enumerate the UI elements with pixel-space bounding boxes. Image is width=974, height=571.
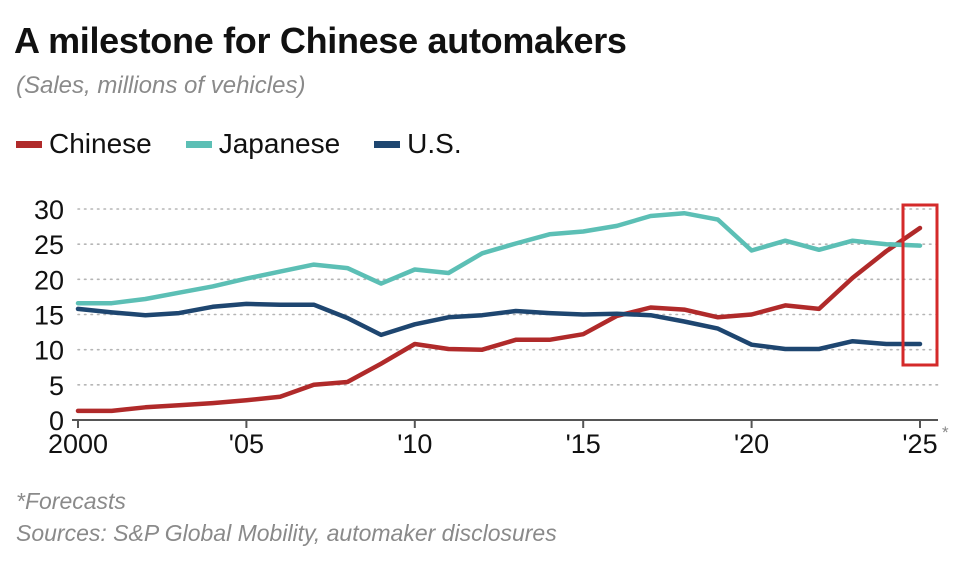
y-tick-label: 0	[49, 406, 64, 436]
legend-item-us: U.S.	[374, 128, 462, 160]
x-tick-label: '20	[734, 429, 769, 459]
footnote-forecast: *Forecasts	[16, 488, 126, 514]
y-tick-label: 15	[34, 301, 64, 331]
legend-label-us: U.S.	[407, 128, 462, 159]
legend: Chinese Japanese U.S.	[16, 128, 496, 160]
chart-title: A milestone for Chinese automakers	[14, 20, 627, 61]
y-tick-label: 25	[34, 230, 64, 260]
x-tick-forecast-mark: *	[942, 423, 949, 442]
legend-label-japanese: Japanese	[218, 128, 341, 159]
x-tick-label: '15	[566, 429, 601, 459]
y-tick-label: 30	[34, 195, 64, 225]
x-tick-label: '05	[229, 429, 264, 459]
y-tick-label: 10	[34, 336, 64, 366]
series-line-chinese	[75, 225, 923, 414]
legend-swatch-japanese	[185, 140, 212, 148]
series-line-us	[75, 301, 923, 352]
x-tick-label: 2000	[48, 429, 108, 459]
x-tick-label: '25	[902, 429, 937, 459]
y-tick-label: 5	[49, 371, 64, 401]
series-line-japanese	[75, 210, 923, 306]
legend-swatch-us	[374, 140, 401, 148]
legend-swatch-chinese	[16, 140, 42, 148]
highlight-box	[901, 203, 939, 367]
footnote-sources: Sources: S&P Global Mobility, automaker …	[16, 520, 557, 546]
legend-item-japanese: Japanese	[185, 128, 341, 160]
x-tick-label: '10	[397, 429, 432, 459]
y-tick-label: 20	[34, 265, 64, 295]
legend-item-chinese: Chinese	[16, 128, 152, 160]
legend-label-chinese: Chinese	[49, 128, 152, 159]
chart-subtitle: (Sales, millions of vehicles)	[16, 72, 306, 99]
